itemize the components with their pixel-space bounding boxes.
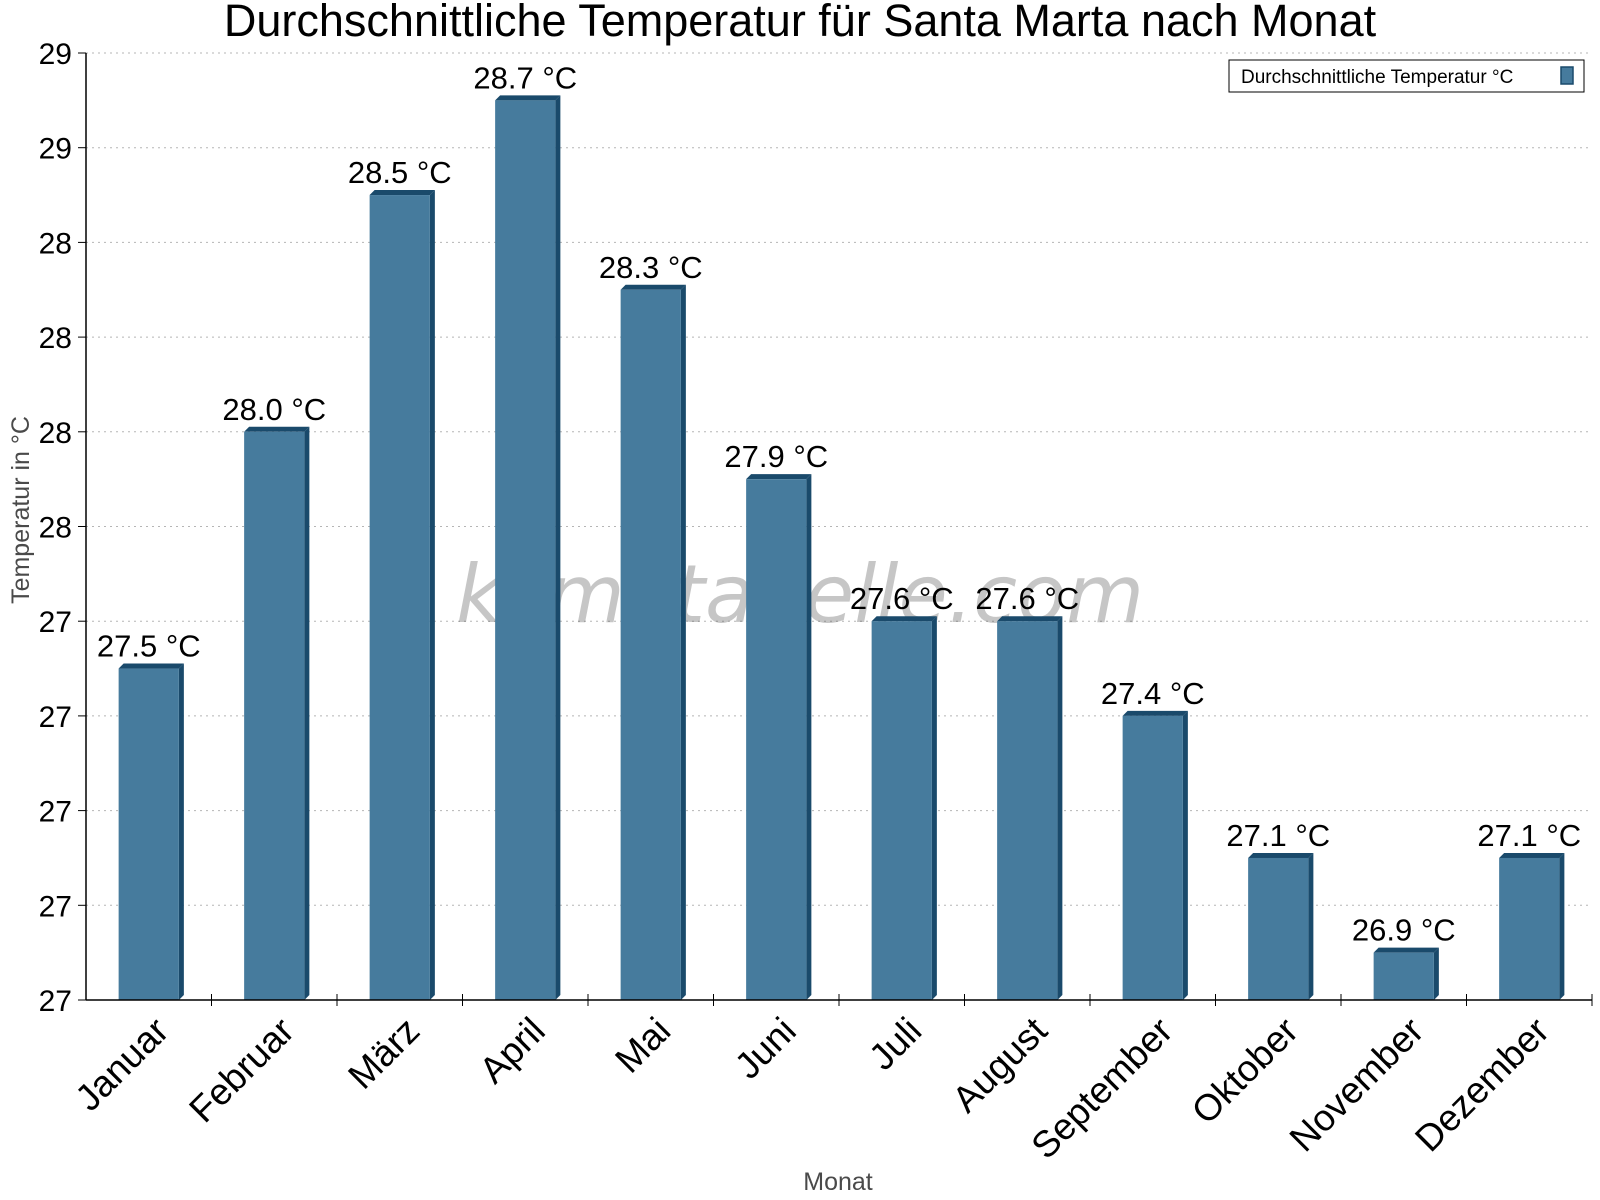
legend-label: Durchschnittliche Temperatur °C [1241, 67, 1513, 88]
y-tick-label: 29 [39, 133, 72, 166]
bar [1248, 852, 1314, 1000]
y-tick-label: 28 [39, 227, 72, 260]
x-tick-label: Oktober [1184, 1010, 1306, 1132]
bar-side [931, 616, 937, 1000]
bar-face [620, 289, 681, 1000]
x-tick-label: Dezember [1407, 1010, 1557, 1160]
bar [118, 663, 184, 1000]
x-tick-label: April [472, 1010, 553, 1091]
data-label: 27.5 °C [97, 629, 201, 664]
y-tick-label: 27 [39, 701, 72, 734]
bar [620, 284, 686, 1000]
bar [1122, 710, 1188, 1000]
bar-face [1373, 952, 1434, 1000]
bar-top [871, 616, 937, 622]
y-tick-label: 28 [39, 322, 72, 355]
bar-top [369, 190, 435, 196]
data-label: 28.0 °C [222, 392, 326, 427]
data-label: 27.6 °C [850, 581, 954, 616]
y-tick-label: 27 [39, 606, 72, 639]
gridlines [86, 52, 1592, 906]
data-label: 27.4 °C [1101, 676, 1205, 711]
legend: Durchschnittliche Temperatur °C [1228, 59, 1585, 93]
bar-side [178, 663, 184, 1000]
y-axis-title: Temperatur in °C [7, 416, 35, 604]
bar-face [1499, 857, 1560, 1000]
bar-face [244, 431, 305, 1000]
bar-top [997, 616, 1063, 622]
bar-side [1308, 852, 1314, 1000]
data-label: 28.7 °C [473, 60, 577, 95]
bar-top [1248, 852, 1314, 858]
data-label: 27.9 °C [724, 439, 828, 474]
data-label: 28.3 °C [599, 250, 703, 285]
x-tick-label: Juni [727, 1010, 804, 1087]
bar [746, 474, 812, 1000]
x-tick-label: Mai [607, 1010, 678, 1081]
x-tick-label: Februar [181, 1010, 302, 1131]
bar-side [429, 190, 435, 1001]
bar-face [871, 621, 932, 1000]
bar [1499, 852, 1565, 1000]
legend-box [1228, 59, 1585, 93]
bar [1373, 947, 1439, 1000]
bar-face [118, 668, 179, 1000]
x-tick-label: März [340, 1010, 427, 1097]
chart-title: Durchschnittliche Temperatur für Santa M… [224, 0, 1377, 46]
legend-swatch [1560, 66, 1574, 85]
bar [871, 616, 937, 1000]
x-tick-label: August [944, 1009, 1055, 1120]
bar-face [495, 100, 556, 1001]
y-tick-label: 27 [39, 985, 72, 1018]
bar-side [1433, 947, 1439, 1000]
bar-top [746, 474, 812, 480]
bar-series [118, 95, 1565, 1001]
data-label: 27.1 °C [1226, 818, 1330, 853]
bar-side [1057, 616, 1063, 1000]
bar [244, 426, 310, 1000]
x-tick-label: Juli [861, 1010, 929, 1078]
data-label: 28.5 °C [348, 155, 452, 190]
x-tick-label: November [1282, 1010, 1432, 1160]
data-label: 27.1 °C [1477, 818, 1581, 853]
bar-side [1559, 852, 1565, 1000]
data-label: 26.9 °C [1352, 913, 1456, 948]
axes [78, 52, 1593, 1006]
x-axis-title: Monat [803, 1168, 873, 1196]
bar-top [118, 663, 184, 669]
bar-top [620, 284, 686, 290]
bar-face [1248, 857, 1309, 1000]
bar-side [680, 284, 686, 1000]
bar-side [555, 95, 561, 1001]
bar-face [997, 621, 1058, 1000]
bar-face [369, 195, 430, 1001]
bar-face [1122, 715, 1183, 1000]
bar [495, 95, 561, 1001]
y-tick-label: 27 [39, 796, 72, 829]
bar-side [806, 474, 812, 1000]
bar-top [495, 95, 561, 101]
bar-top [244, 426, 310, 432]
bar-top [1122, 710, 1188, 716]
bar-side [1182, 710, 1188, 1000]
y-tick-label: 28 [39, 512, 72, 545]
bar [369, 190, 435, 1001]
x-tick-label: Januar [67, 1010, 176, 1119]
x-tick-labels: Januar Februar März April Mai Juni Juli AugustS… [67, 1009, 1556, 1166]
bar-face [746, 479, 807, 1000]
bar [997, 616, 1063, 1000]
bar-top [1499, 852, 1565, 858]
data-label: 27.6 °C [975, 581, 1079, 616]
bar-top [1373, 947, 1439, 953]
y-tick-labels: 27 27 27 27 27 28 28 28 28 29 29 [39, 38, 72, 1018]
bar-side [304, 426, 310, 1000]
y-tick-label: 29 [39, 38, 72, 71]
y-tick-label: 28 [39, 417, 72, 450]
y-tick-label: 27 [39, 890, 72, 923]
data-labels: 27.5 °C 28.0 °C 28.5 °C 28.7 °C 28.3 °C 27.9 … [97, 60, 1581, 947]
